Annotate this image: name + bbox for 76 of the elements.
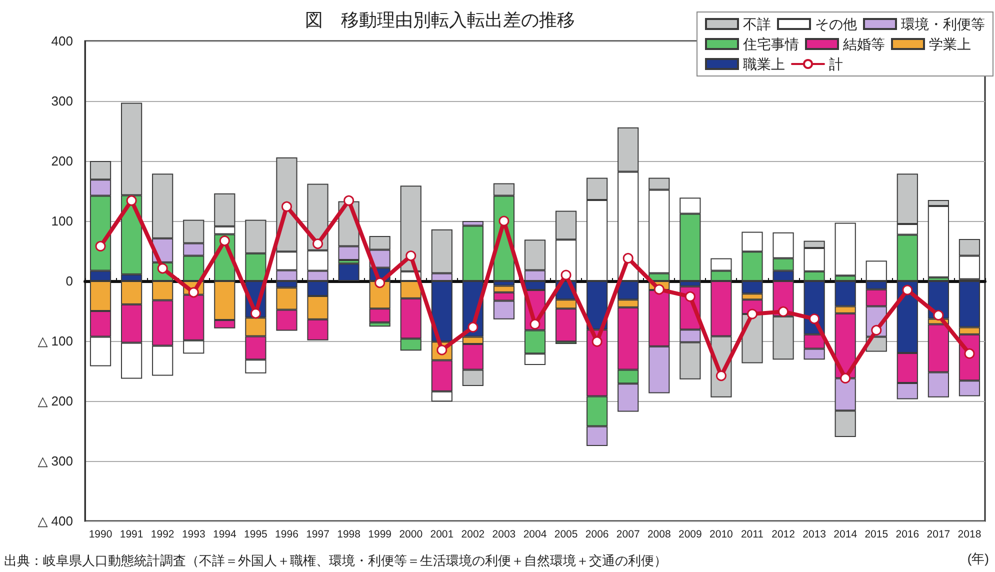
legend-label: 職業上	[743, 56, 785, 72]
legend-label: 計	[829, 56, 843, 72]
y-tick-label: 100	[51, 214, 73, 228]
x-tick-label: 2010	[710, 528, 734, 540]
point	[716, 370, 726, 382]
x-tick-label: 1999	[368, 528, 392, 540]
x-tick-label: 2012	[772, 528, 796, 540]
x-tick-label: 2004	[523, 528, 547, 540]
x-tick-label: 1997	[306, 528, 330, 540]
x-tick-label: 1993	[182, 528, 206, 540]
point	[809, 314, 820, 324]
x-tick-label: 2016	[896, 528, 920, 540]
point	[778, 306, 789, 317]
point	[902, 284, 913, 296]
point	[871, 324, 882, 336]
point	[560, 270, 572, 280]
point	[654, 284, 664, 295]
point	[933, 310, 944, 320]
y-tick-label: △ 300	[38, 454, 73, 468]
point	[312, 238, 324, 250]
point	[684, 291, 696, 302]
legend-label: その他	[815, 16, 857, 32]
x-tick-label: 2000	[399, 528, 423, 540]
x-tick-label: 1990	[88, 528, 112, 540]
x-tick-label: 1994	[212, 528, 236, 540]
x-tick-label: 2008	[647, 528, 671, 540]
x-tick-label: 2005	[554, 528, 578, 540]
x-axis-title: (年)	[967, 550, 989, 568]
x-tick-label: 2017	[926, 528, 950, 540]
x-tick-label: 2007	[616, 528, 640, 540]
point	[498, 216, 510, 226]
x-tick-label: 1996	[275, 528, 299, 540]
x-tick-label: 1998	[337, 528, 361, 540]
point	[964, 348, 975, 359]
x-tick-label: 1995	[244, 528, 268, 540]
x-tick-label: 1991	[120, 528, 144, 540]
point	[530, 318, 540, 330]
y-tick-label: 200	[51, 154, 73, 168]
x-tick-label: 2014	[834, 528, 858, 540]
x-tick-label: 2018	[958, 528, 982, 540]
bar	[338, 264, 360, 281]
point	[622, 252, 634, 264]
x-tick-label: 2015	[864, 528, 888, 540]
x-tick-label: 2011	[740, 528, 764, 540]
point	[95, 240, 106, 252]
y-tick-label: △ 400	[38, 514, 73, 528]
legend-label: 不詳	[743, 16, 771, 32]
y-tick-label: △ 100	[38, 334, 73, 348]
y-tick-label: △ 200	[38, 394, 73, 408]
x-tick-label: 2001	[430, 528, 454, 540]
point	[344, 195, 354, 206]
legend-label: 結婚等	[842, 36, 885, 52]
x-tick-label: 2006	[585, 528, 609, 540]
point	[406, 250, 416, 262]
y-tick-label: 300	[51, 94, 73, 108]
x-tick-label: 1992	[150, 528, 174, 540]
x-tick-label: 2003	[492, 528, 516, 540]
legend-label: 環境・利便等	[901, 16, 985, 32]
x-tick-label: 2009	[678, 528, 702, 540]
point	[250, 308, 261, 319]
point	[840, 372, 851, 384]
point	[592, 336, 602, 347]
x-tick-label: 2013	[802, 528, 826, 540]
point	[281, 201, 292, 212]
point	[219, 236, 230, 246]
legend-label: 学業上	[929, 36, 971, 52]
y-tick-label: 400	[51, 34, 73, 48]
chart-title: 図 移動理由別転入転出差の推移	[305, 10, 575, 30]
source-note: 出典：岐阜県人口動態統計調査（不詳＝外国人＋職権、環境・利便等＝生活環境の利便＋自然環境＋交通の利便）	[4, 552, 667, 570]
point	[126, 195, 137, 206]
legend-label: 住宅事情	[742, 36, 799, 52]
point	[374, 278, 386, 288]
x-tick-label: 2002	[461, 528, 485, 540]
point	[747, 308, 758, 320]
point	[468, 322, 478, 332]
y-tick-label: 0	[66, 274, 73, 288]
